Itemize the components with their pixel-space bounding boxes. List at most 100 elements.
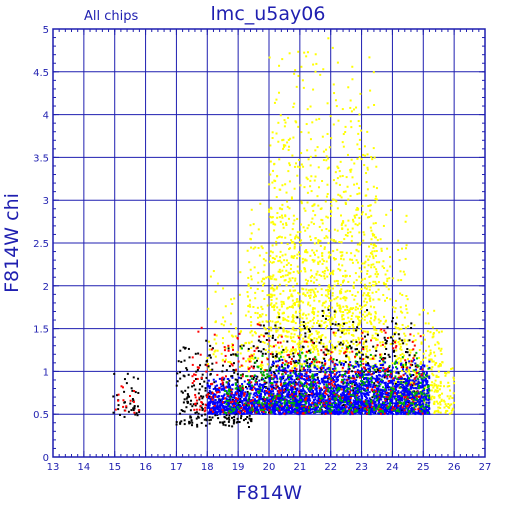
data-point	[419, 362, 422, 365]
data-point	[374, 310, 377, 313]
data-point	[132, 407, 135, 410]
data-point	[272, 355, 275, 358]
data-point	[291, 339, 294, 342]
data-point	[313, 179, 316, 182]
data-point	[426, 379, 429, 382]
data-point	[344, 131, 347, 134]
data-point	[367, 381, 370, 384]
data-point	[364, 369, 367, 372]
data-point	[197, 416, 200, 419]
data-point	[216, 349, 219, 352]
data-point	[281, 184, 284, 187]
data-point	[284, 253, 287, 256]
data-point	[305, 327, 308, 330]
data-point	[265, 391, 268, 394]
data-point	[309, 291, 312, 294]
data-point	[378, 377, 381, 380]
data-point	[317, 378, 320, 381]
data-point	[261, 364, 264, 367]
data-point	[371, 409, 374, 412]
data-point	[334, 171, 337, 174]
data-point	[366, 321, 369, 324]
data-point	[372, 355, 375, 358]
data-point	[365, 294, 368, 297]
data-point	[231, 396, 234, 399]
data-point	[299, 342, 302, 345]
data-point	[299, 369, 302, 372]
data-point	[349, 258, 352, 261]
data-point	[175, 421, 178, 424]
data-point	[252, 393, 255, 396]
data-point	[267, 409, 270, 412]
data-point	[440, 330, 443, 333]
data-point	[222, 383, 225, 386]
data-point	[230, 409, 233, 412]
data-point	[223, 389, 226, 392]
data-point	[214, 355, 217, 358]
data-point	[258, 398, 261, 401]
data-point	[364, 213, 367, 216]
data-point	[276, 385, 279, 388]
data-point	[329, 323, 332, 326]
data-point	[332, 287, 335, 290]
data-point	[342, 359, 345, 362]
data-point	[380, 353, 383, 356]
data-point	[196, 368, 199, 371]
data-point	[296, 217, 299, 220]
data-point	[244, 342, 247, 345]
data-point	[412, 369, 415, 372]
data-point	[384, 357, 387, 360]
data-point	[402, 394, 405, 397]
data-point	[239, 352, 242, 355]
data-point	[276, 377, 279, 380]
data-point	[309, 155, 312, 158]
data-point	[247, 305, 250, 308]
data-point	[237, 407, 240, 410]
data-point	[372, 263, 375, 266]
data-point	[443, 385, 446, 388]
data-point	[381, 375, 384, 378]
data-point	[309, 296, 312, 299]
data-point	[328, 255, 331, 258]
data-point	[375, 349, 378, 352]
data-point	[383, 299, 386, 302]
data-point	[312, 347, 315, 350]
data-point	[271, 275, 274, 278]
data-point	[342, 220, 345, 223]
data-point	[448, 397, 451, 400]
data-point	[321, 222, 324, 225]
data-point	[341, 174, 344, 177]
data-point	[356, 193, 359, 196]
data-point	[312, 222, 315, 225]
data-point	[356, 261, 359, 264]
data-point	[275, 302, 278, 305]
data-point	[358, 192, 361, 195]
data-point	[331, 376, 334, 379]
data-point	[287, 384, 290, 387]
data-point	[234, 392, 237, 395]
data-point	[333, 313, 336, 316]
data-point	[298, 166, 301, 169]
data-point	[314, 295, 317, 298]
data-point	[364, 388, 367, 391]
data-point	[263, 297, 266, 300]
data-point	[280, 241, 283, 244]
data-point	[330, 374, 333, 377]
data-point	[314, 379, 317, 382]
data-point	[224, 358, 227, 361]
data-point	[346, 341, 349, 344]
data-point	[361, 368, 364, 371]
data-point	[357, 187, 360, 190]
data-point	[306, 291, 309, 294]
data-point	[397, 327, 400, 330]
data-point	[308, 294, 311, 297]
data-point	[271, 244, 274, 247]
data-point	[292, 360, 295, 363]
data-point	[395, 331, 398, 334]
data-point	[428, 375, 431, 378]
data-point	[452, 376, 455, 379]
data-point	[346, 308, 349, 311]
data-point	[278, 351, 281, 354]
data-point	[326, 102, 329, 105]
data-point	[362, 239, 365, 242]
